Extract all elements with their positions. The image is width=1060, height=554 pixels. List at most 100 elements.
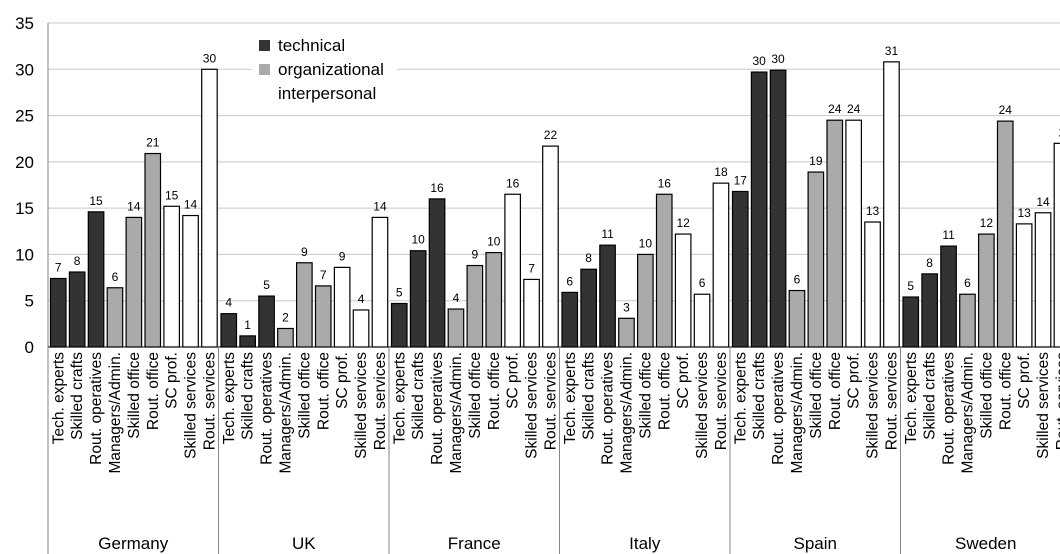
x-category-label: Rout. operatives	[941, 352, 958, 465]
data-label: 8	[926, 256, 933, 270]
data-label: 14	[373, 199, 387, 213]
legend-label-organizational: organizational	[278, 60, 384, 79]
data-label: 9	[472, 248, 479, 262]
data-label: 18	[714, 165, 728, 179]
x-category-label: Skilled services	[183, 352, 200, 459]
x-category-label: Skilled crafts	[410, 352, 427, 440]
bar-technical	[49, 277, 67, 348]
data-label: 6	[112, 270, 119, 284]
bar-technical	[390, 302, 408, 348]
data-label: 6	[699, 276, 706, 290]
x-category-label: Rout. services	[883, 352, 900, 450]
data-label: 2	[1059, 125, 1060, 139]
data-label: 21	[146, 136, 160, 150]
bar-interpersonal	[693, 293, 711, 348]
bar-technical	[428, 198, 446, 348]
data-label: 11	[601, 227, 614, 241]
bar-technical	[409, 250, 427, 348]
bar-organizational	[996, 120, 1014, 348]
data-label: 19	[809, 154, 823, 168]
bar-interpersonal	[542, 145, 559, 348]
x-category-label: Rout. services	[201, 352, 218, 450]
x-category-label: Skilled office	[978, 352, 995, 439]
y-tick-label: 20	[15, 153, 34, 172]
bar-organizational	[807, 171, 825, 348]
data-label: 15	[89, 194, 103, 208]
legend-label-technical: technical	[278, 36, 345, 55]
y-tick-label: 10	[15, 245, 34, 264]
bar-organizational	[636, 253, 654, 348]
x-category-label: Managers/Admin.	[277, 352, 294, 473]
x-category-label: Rout. operatives	[770, 352, 787, 465]
x-group-label: Sweden	[955, 534, 1016, 553]
x-category-label: Skilled office	[637, 352, 654, 439]
bar-organizational	[314, 285, 332, 348]
x-category-label: Skilled crafts	[240, 352, 257, 440]
legend-swatch-technical	[259, 40, 270, 51]
x-category-label: Managers/Admin.	[448, 352, 465, 473]
x-category-label: Tech. experts	[903, 352, 920, 444]
data-label: 14	[184, 198, 198, 212]
x-category-label: Rout. operatives	[88, 352, 105, 465]
data-label: 16	[658, 176, 672, 190]
data-label: 15	[165, 188, 179, 202]
x-category-label: Rout. office	[997, 352, 1014, 430]
data-label: 1	[244, 318, 251, 332]
x-category-label: Rout. services	[713, 352, 730, 450]
x-category-label: Rout. services	[542, 352, 559, 450]
bar-organizational	[485, 251, 503, 348]
bar-organizational	[977, 233, 995, 348]
bar-interpersonal	[371, 216, 389, 348]
data-label: 30	[203, 51, 217, 65]
x-category-label: Tech. experts	[50, 352, 67, 444]
x-group-label: UK	[292, 534, 316, 553]
x-group-label: Germany	[98, 534, 168, 553]
bar-technical	[902, 296, 920, 348]
bar-interpersonal	[182, 214, 199, 348]
bar-organizational	[618, 317, 635, 348]
bar-interpersonal	[523, 278, 540, 348]
bar-technical	[580, 268, 598, 348]
bar-interpersonal	[845, 119, 863, 348]
bar-technical	[68, 271, 86, 348]
x-category-label: Tech. experts	[562, 352, 579, 444]
x-category-label: Rout. office	[315, 352, 332, 430]
x-group-label: France	[448, 534, 501, 553]
data-label: 6	[964, 276, 971, 290]
x-category-label: Skilled office	[808, 352, 825, 439]
data-label: 12	[676, 216, 690, 230]
y-tick-label: 35	[15, 14, 34, 33]
data-label: 8	[74, 254, 81, 268]
data-label: 10	[411, 233, 425, 247]
data-label: 14	[127, 199, 141, 213]
y-tick-label: 5	[25, 292, 34, 311]
x-category-label: Skilled crafts	[922, 352, 939, 440]
x-category-label: Skilled services	[353, 352, 370, 459]
bar-technical	[940, 245, 957, 348]
x-category-label: Rout. operatives	[429, 352, 446, 465]
x-category-label: Skilled office	[296, 352, 313, 439]
data-label: 4	[358, 292, 365, 306]
x-category-label: Rout. office	[656, 352, 673, 430]
bar-interpersonal	[201, 68, 218, 348]
data-label: 4	[225, 296, 232, 310]
bar-organizational	[447, 308, 465, 348]
data-label: 4	[453, 291, 460, 305]
bar-technical	[258, 295, 275, 348]
bar-interpersonal	[1053, 142, 1060, 348]
legend-label-interpersonal: interpersonal	[278, 84, 376, 103]
x-category-label: Managers/Admin.	[618, 352, 635, 473]
x-category-label: Tech. experts	[221, 352, 238, 444]
data-label: 2	[282, 310, 289, 324]
x-category-label: Managers/Admin.	[107, 352, 124, 473]
x-category-label: Tech. experts	[732, 352, 749, 444]
data-label: 13	[866, 204, 880, 218]
bar-organizational	[466, 264, 484, 348]
y-tick-label: 15	[15, 199, 34, 218]
data-label: 30	[752, 54, 766, 68]
x-category-label: SC prof.	[334, 352, 351, 409]
data-label: 6	[794, 273, 801, 287]
x-group-label: Spain	[794, 534, 837, 553]
bar-interpersonal	[333, 266, 351, 348]
bar-organizational	[296, 262, 313, 348]
